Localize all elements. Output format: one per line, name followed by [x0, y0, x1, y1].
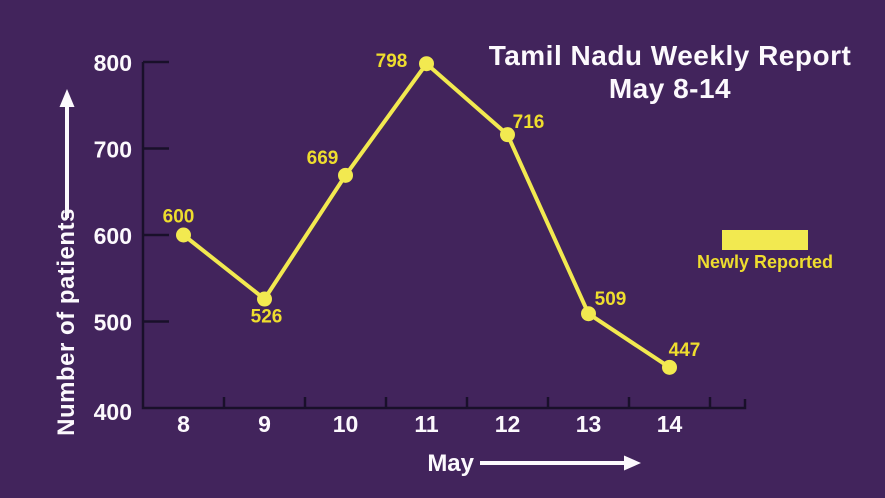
data-point-label: 716 — [513, 112, 545, 133]
legend-swatch-icon — [722, 230, 808, 250]
data-point-label: 669 — [307, 148, 339, 169]
data-point-label: 798 — [376, 51, 408, 72]
y-tick-label: 400 — [94, 399, 132, 425]
chart-title-line2: May 8-14 — [608, 73, 732, 104]
data-point — [419, 56, 434, 72]
y-tick-label: 700 — [94, 137, 132, 163]
x-tick-label: 10 — [333, 411, 359, 437]
x-axis-label: May — [427, 450, 474, 477]
data-point-label: 526 — [251, 307, 283, 328]
y-axis-label-text: Number of patients — [53, 208, 80, 436]
y-axis-arrowhead-icon — [59, 89, 75, 107]
data-point-label: 447 — [669, 340, 701, 361]
data-point — [257, 291, 272, 307]
data-point — [338, 167, 353, 183]
data-point — [176, 227, 191, 243]
data-point-label: 600 — [163, 207, 195, 228]
x-tick-label: 9 — [258, 411, 271, 437]
x-tick-label: 11 — [414, 411, 439, 437]
chart-title-line1: Tamil Nadu Weekly Report — [488, 40, 852, 71]
y-tick-label: 600 — [94, 223, 132, 249]
x-axis-arrowhead-icon — [624, 455, 641, 471]
legend: Newly Reported — [690, 230, 840, 273]
legend-label: Newly Reported — [696, 252, 834, 272]
y-tick-label: 500 — [94, 310, 132, 336]
y-tick-label: 800 — [94, 50, 132, 76]
x-tick-label: 13 — [576, 411, 602, 437]
data-point — [500, 127, 515, 143]
data-point — [662, 359, 677, 375]
x-tick-label: 14 — [657, 411, 683, 437]
data-point — [581, 306, 596, 322]
x-tick-label: 8 — [177, 411, 190, 437]
chart-title: Tamil Nadu Weekly Report May 8-14 — [430, 39, 885, 105]
data-point-label: 509 — [595, 289, 627, 310]
x-tick-label: 12 — [495, 411, 521, 437]
